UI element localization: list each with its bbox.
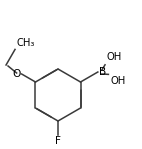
Text: B: B xyxy=(99,67,106,77)
Text: OH: OH xyxy=(110,76,126,86)
Text: F: F xyxy=(55,136,61,146)
Text: OH: OH xyxy=(106,52,121,62)
Text: CH₃: CH₃ xyxy=(16,38,34,48)
Text: O: O xyxy=(12,69,21,79)
